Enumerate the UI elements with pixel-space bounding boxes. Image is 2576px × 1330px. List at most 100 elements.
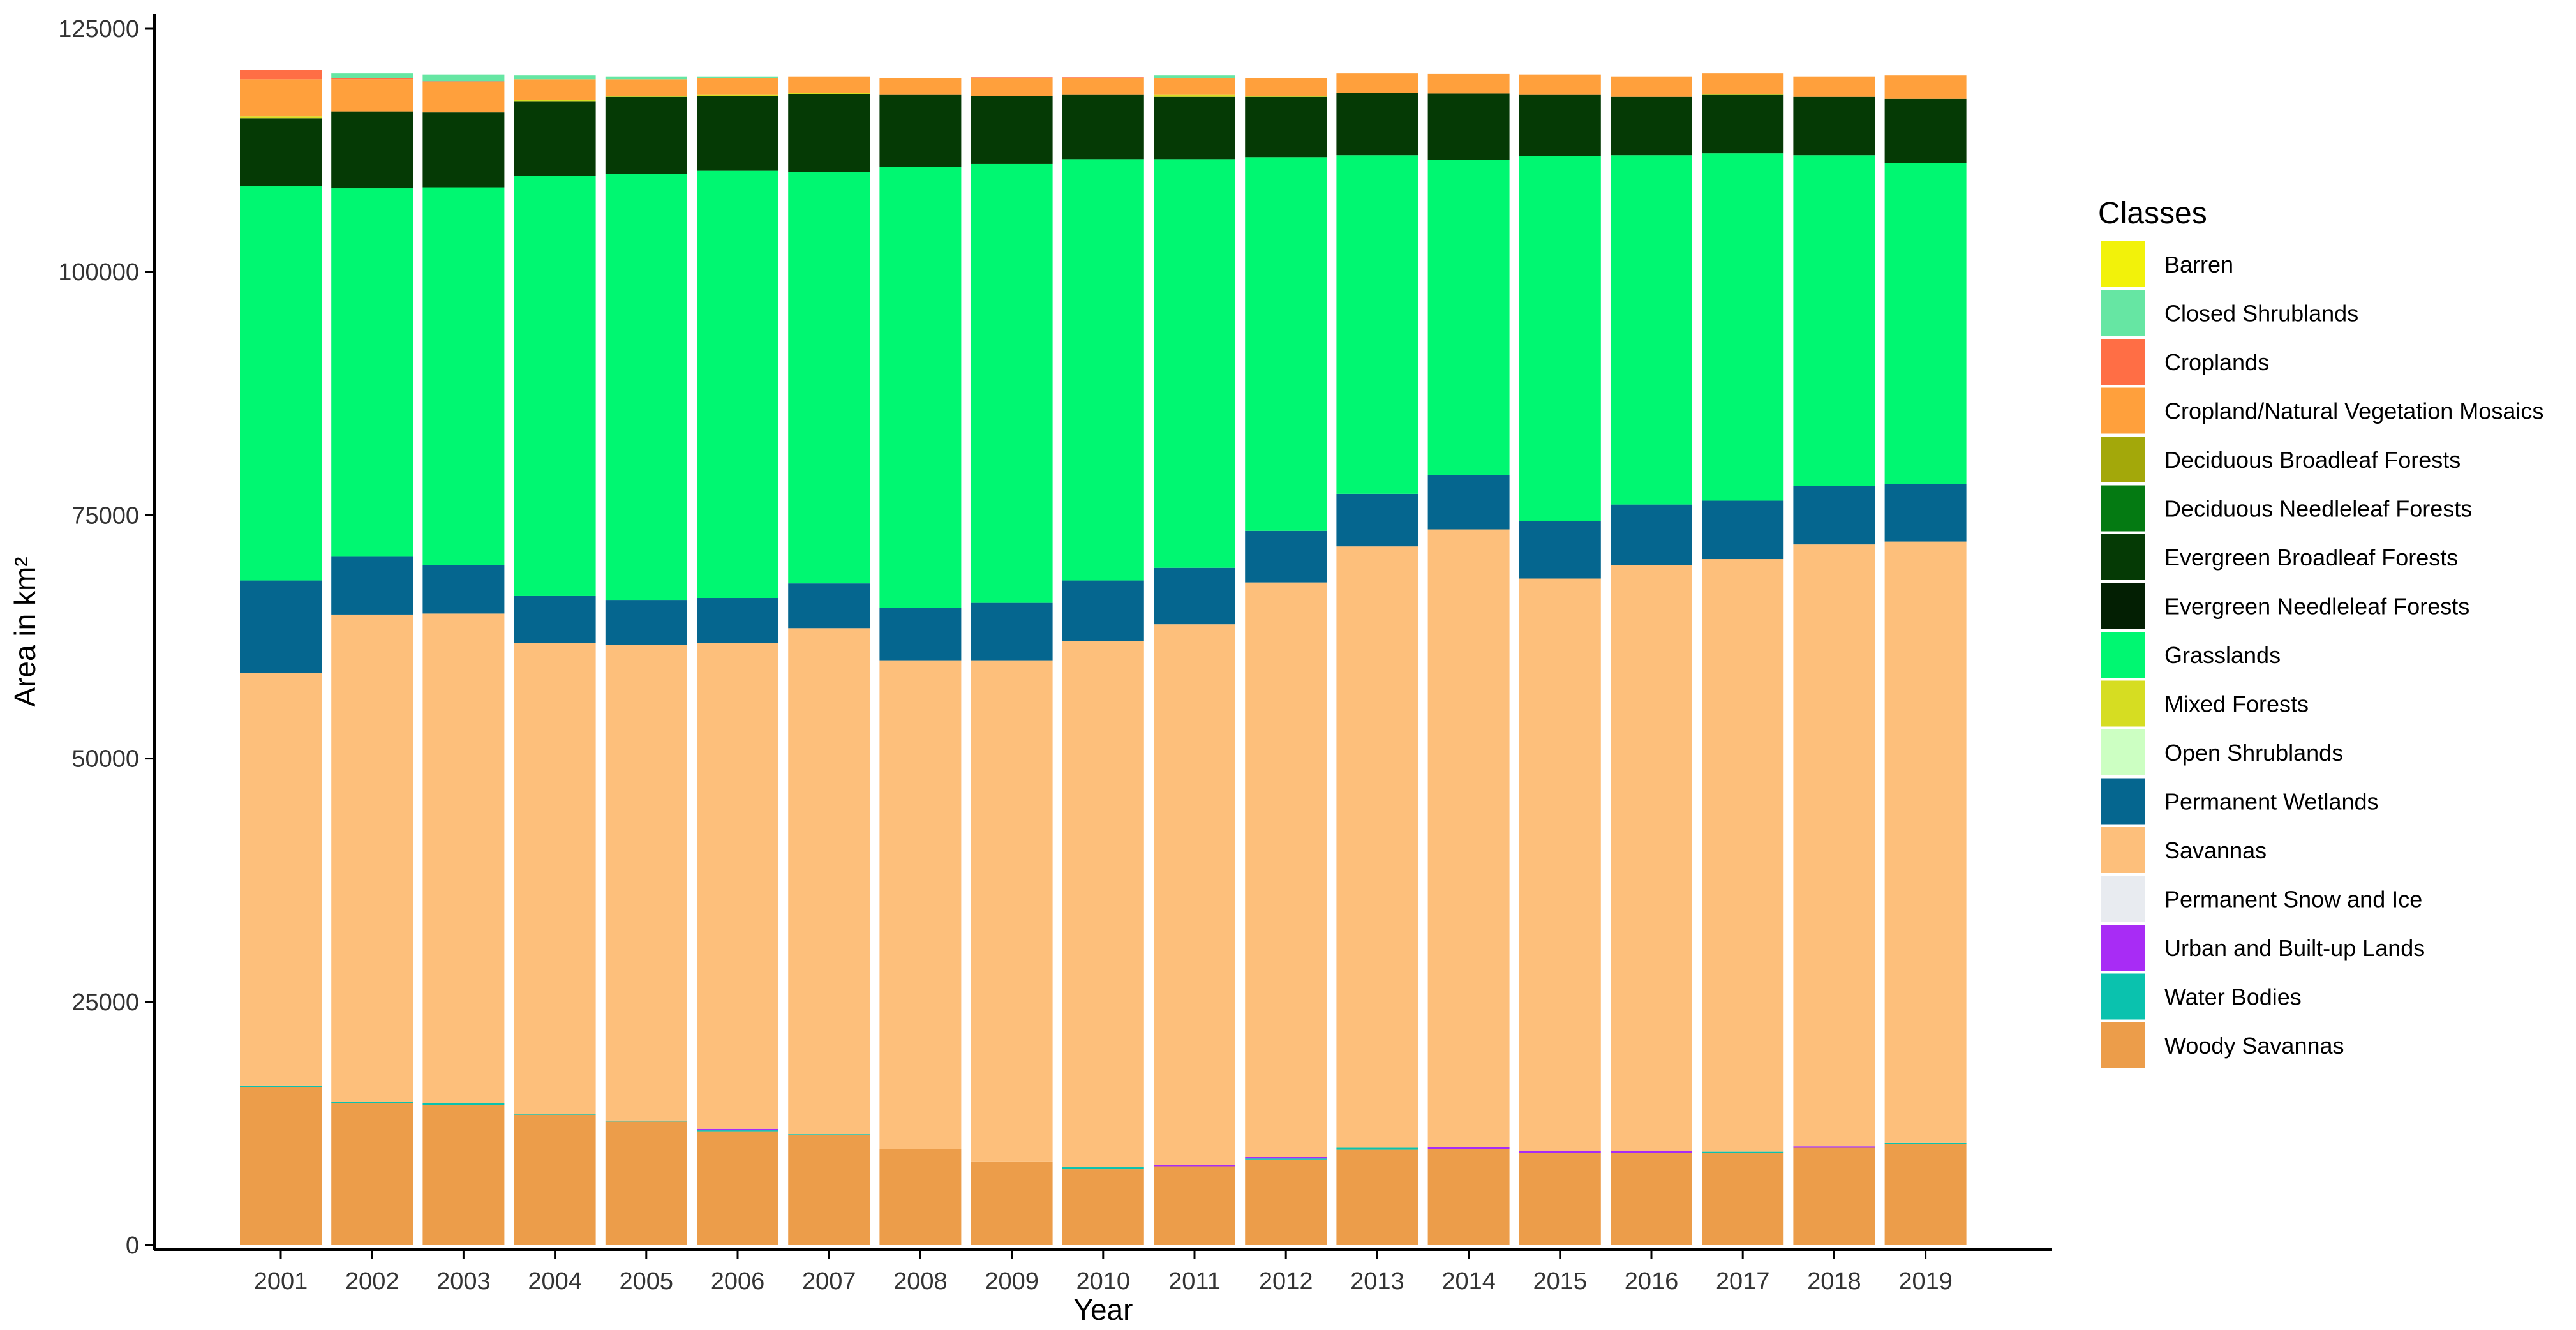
x-tick-label: 2005 [620, 1268, 674, 1295]
bar-segment-2013-evergreen-broadleaf-forests [1336, 93, 1418, 156]
legend-label: Woody Savannas [2164, 1033, 2344, 1059]
legend-swatch [2101, 680, 2145, 727]
bar-segment-2016-woody-savannas [1611, 1153, 1692, 1245]
bar-segment-2005-woody-savannas [605, 1121, 687, 1245]
y-tick-label: 125000 [58, 16, 139, 43]
y-tick-label: 0 [126, 1232, 139, 1259]
x-tick-label: 2001 [254, 1268, 308, 1295]
bar-segment-2007-water-bodies [788, 1134, 870, 1135]
legend-label: Deciduous Needleleaf Forests [2164, 496, 2472, 522]
legend-swatch [2101, 876, 2145, 922]
y-axis-title: Area in km² [8, 557, 41, 706]
bar-segment-2006-savannas [697, 643, 778, 1129]
x-tick-label: 2019 [1898, 1268, 1953, 1295]
bar-segment-2005-cropland-natural-vegetation-mosaics [605, 79, 687, 96]
bar-segment-2005-mixed-forests [605, 96, 687, 97]
bar-segment-2007-woody-savannas [788, 1135, 870, 1245]
bar-segment-2012-water-bodies [1245, 1158, 1327, 1160]
x-tick-label: 2008 [893, 1268, 948, 1295]
bar-segment-2016-evergreen-broadleaf-forests [1611, 96, 1692, 156]
bar-segment-2006-cropland-natural-vegetation-mosaics [697, 78, 778, 95]
bar-segment-2005-evergreen-broadleaf-forests [605, 96, 687, 174]
legend-swatch [2101, 925, 2145, 971]
bar-segment-2009-permanent-wetlands [971, 602, 1053, 661]
bar-segment-2006-evergreen-broadleaf-forests [697, 96, 778, 171]
bar-segment-2013-permanent-wetlands [1336, 493, 1418, 547]
bar-segment-2010-woody-savannas [1062, 1169, 1144, 1245]
x-tick-label: 2018 [1807, 1268, 1861, 1295]
bar-segment-2019-evergreen-broadleaf-forests [1884, 98, 1967, 163]
legend-swatch [2101, 290, 2145, 336]
legend-label: Croplands [2164, 349, 2269, 375]
bar-segment-2004-water-bodies [514, 1114, 596, 1115]
y-tick-label: 100000 [58, 259, 139, 286]
legend-swatch [2101, 1022, 2145, 1068]
bar-segment-2014-grasslands [1427, 160, 1510, 475]
bar-segment-2018-urban-and-built-up-lands [1793, 1146, 1875, 1148]
bar-segment-2006-woody-savannas [697, 1131, 778, 1245]
bar-segment-2013-water-bodies [1336, 1147, 1418, 1150]
bar-segment-2003-cropland-natural-vegetation-mosaics [422, 82, 505, 113]
bar-segment-2009-woody-savannas [971, 1161, 1053, 1245]
bar-segment-2003-woody-savannas [422, 1105, 505, 1245]
bar-segment-2008-savannas [879, 660, 962, 1149]
bar-segment-2001-evergreen-broadleaf-forests [240, 118, 322, 187]
bar-segment-2012-cropland-natural-vegetation-mosaics [1245, 78, 1327, 96]
bar-segment-2016-cropland-natural-vegetation-mosaics [1611, 76, 1692, 97]
bar-segment-2005-water-bodies [605, 1120, 687, 1122]
bar-segment-2010-savannas [1062, 641, 1144, 1168]
bar-segment-2002-evergreen-broadleaf-forests [331, 111, 413, 189]
bar-segment-2002-croplands [331, 78, 413, 80]
bar-segment-2014-permanent-wetlands [1427, 475, 1510, 530]
bar-segment-2015-evergreen-broadleaf-forests [1519, 94, 1601, 156]
bar-segment-2008-cropland-natural-vegetation-mosaics [879, 78, 962, 95]
bar-segment-2014-urban-and-built-up-lands [1427, 1147, 1510, 1149]
bar-segment-2007-cropland-natural-vegetation-mosaics [788, 76, 870, 93]
bar-segment-2011-urban-and-built-up-lands [1154, 1165, 1235, 1167]
bar-segment-2019-water-bodies [1884, 1142, 1967, 1144]
legend-label: Water Bodies [2164, 984, 2302, 1010]
bar-segment-2001-cropland-natural-vegetation-mosaics [240, 79, 322, 117]
bar-segment-2017-water-bodies [1702, 1151, 1784, 1153]
legend-label: Urban and Built-up Lands [2164, 935, 2425, 961]
bar-segment-2017-grasslands [1702, 153, 1784, 501]
bar-segment-2007-evergreen-broadleaf-forests [788, 94, 870, 172]
bar-segment-2010-evergreen-broadleaf-forests [1062, 94, 1144, 160]
legend-label: Barren [2164, 251, 2233, 278]
bar-segment-2001-croplands [240, 70, 322, 80]
legend-label: Evergreen Broadleaf Forests [2164, 544, 2458, 571]
bar-segment-2017-woody-savannas [1702, 1153, 1784, 1245]
bar-segment-2013-woody-savannas [1336, 1149, 1418, 1245]
bar-segment-2008-evergreen-broadleaf-forests [879, 94, 962, 167]
legend-swatch [2101, 729, 2145, 775]
bar-segment-2014-evergreen-broadleaf-forests [1427, 93, 1510, 160]
bar-segment-2011-cropland-natural-vegetation-mosaics [1154, 78, 1235, 95]
bar-segment-2008-permanent-wetlands [879, 608, 962, 661]
bar-segment-2019-savannas [1884, 541, 1967, 1143]
bar-segment-2012-urban-and-built-up-lands [1245, 1157, 1327, 1159]
legend-swatch [2101, 437, 2145, 482]
bar-segment-2001-mixed-forests [240, 116, 322, 119]
bar-segment-2014-woody-savannas [1427, 1149, 1510, 1245]
bar-segment-2001-water-bodies [240, 1085, 322, 1087]
bar-segment-2017-savannas [1702, 559, 1784, 1152]
bar-segment-2009-evergreen-broadleaf-forests [971, 96, 1053, 164]
legend-swatch [2101, 827, 2145, 873]
bar-segment-2010-water-bodies [1062, 1167, 1144, 1170]
bar-segment-2015-urban-and-built-up-lands [1519, 1151, 1601, 1153]
bar-segment-2007-permanent-wetlands [788, 583, 870, 629]
x-tick-label: 2003 [436, 1268, 491, 1295]
x-tick-label: 2002 [345, 1268, 399, 1295]
bar-segment-2005-closed-shrublands [605, 76, 687, 80]
y-ticks-group: 0 25000 50000 75000 100000 125000 [58, 16, 154, 1259]
bar-segment-2001-permanent-wetlands [240, 580, 322, 673]
bar-segment-2012-mixed-forests [1245, 96, 1327, 97]
bar-segment-2016-grasslands [1611, 155, 1692, 505]
legend-label: Open Shrublands [2164, 740, 2343, 766]
bar-segment-2019-permanent-wetlands [1884, 484, 1967, 542]
bar-segment-2009-cropland-natural-vegetation-mosaics [971, 78, 1053, 96]
legend-label: Savannas [2164, 837, 2267, 863]
bar-segment-2011-permanent-wetlands [1154, 567, 1235, 625]
y-tick-label: 25000 [71, 989, 139, 1016]
x-tick-label: 2013 [1350, 1268, 1404, 1295]
